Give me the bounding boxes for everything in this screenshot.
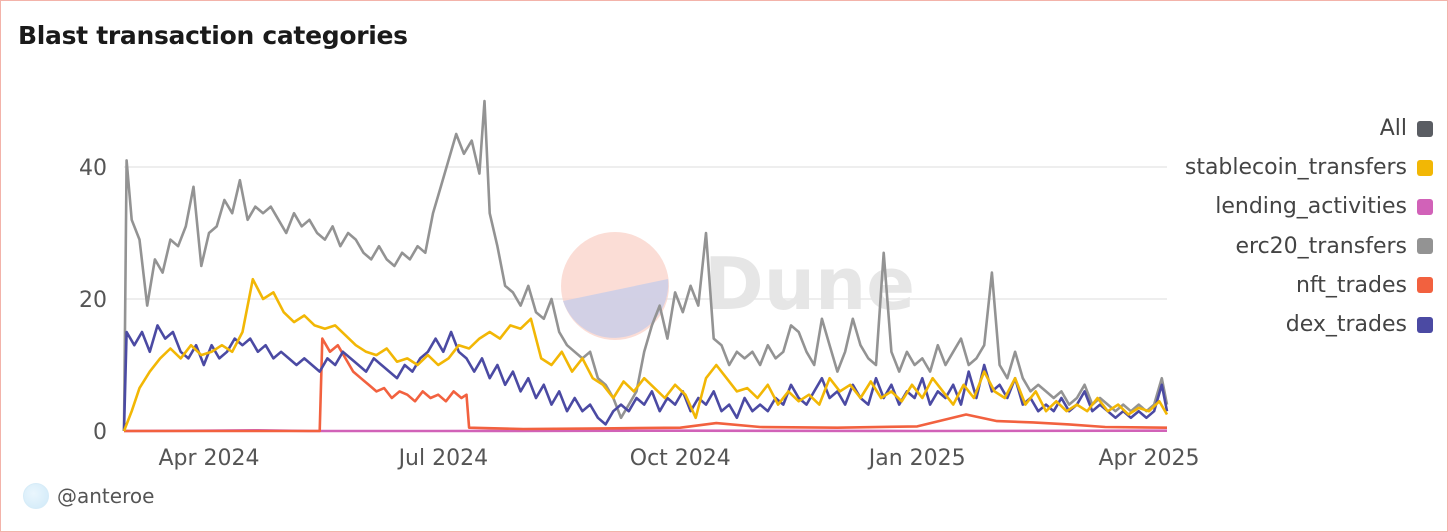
page-title: Blast transaction categories (18, 21, 408, 50)
legend: All stablecoin_transfers lending_activitie… (1151, 109, 1433, 344)
y-tick-label: 0 (93, 420, 107, 445)
y-axis-ticks: 0 20 40 (79, 156, 107, 445)
legend-label: nft_trades (1295, 272, 1407, 298)
legend-swatch (1417, 120, 1433, 137)
legend-swatch (1417, 277, 1433, 294)
legend-item-erc20-transfers[interactable]: erc20_transfers (1151, 227, 1433, 266)
x-tick-label: Apr 2025 (1098, 446, 1199, 471)
legend-label: stablecoin_transfers (1184, 155, 1407, 181)
legend-swatch (1417, 159, 1433, 176)
footer: @anteroe (23, 483, 154, 509)
author-handle[interactable]: @anteroe (57, 484, 155, 508)
legend-label: All (1379, 116, 1407, 142)
legend-swatch (1417, 238, 1433, 255)
series-line-erc20-transfers (122, 99, 1169, 432)
legend-label: lending_activities (1215, 194, 1407, 220)
dune-watermark: Dune (561, 232, 915, 340)
legend-item-lending-activities[interactable]: lending_activities (1151, 187, 1433, 226)
legend-swatch (1417, 198, 1433, 215)
legend-item-stablecoin-transfers[interactable]: stablecoin_transfers (1151, 148, 1433, 187)
legend-item-All[interactable]: All (1151, 109, 1433, 148)
avatar-icon (23, 483, 49, 509)
x-tick-label: Apr 2024 (158, 446, 259, 471)
series-line-nft-trades (124, 337, 1168, 433)
series-line-stablecoin-transfers (122, 277, 1169, 432)
x-tick-label: Jul 2024 (397, 446, 489, 471)
legend-label: dex_trades (1285, 312, 1407, 338)
x-tick-label: Jan 2025 (867, 446, 966, 471)
series-lines (122, 99, 1169, 433)
legend-item-nft-trades[interactable]: nft_trades (1151, 266, 1433, 305)
legend-label: erc20_transfers (1235, 233, 1407, 259)
x-axis-ticks: Apr 2024 Jul 2024 Oct 2024 Jan 2025 Apr 2025 (158, 446, 1199, 471)
y-tick-label: 40 (79, 156, 107, 181)
legend-item-dex-trades[interactable]: dex_trades (1151, 305, 1433, 344)
legend-swatch (1417, 316, 1433, 333)
watermark-logo-bottom (563, 279, 669, 338)
x-tick-label: Oct 2024 (630, 446, 731, 471)
y-tick-label: 20 (79, 288, 107, 313)
